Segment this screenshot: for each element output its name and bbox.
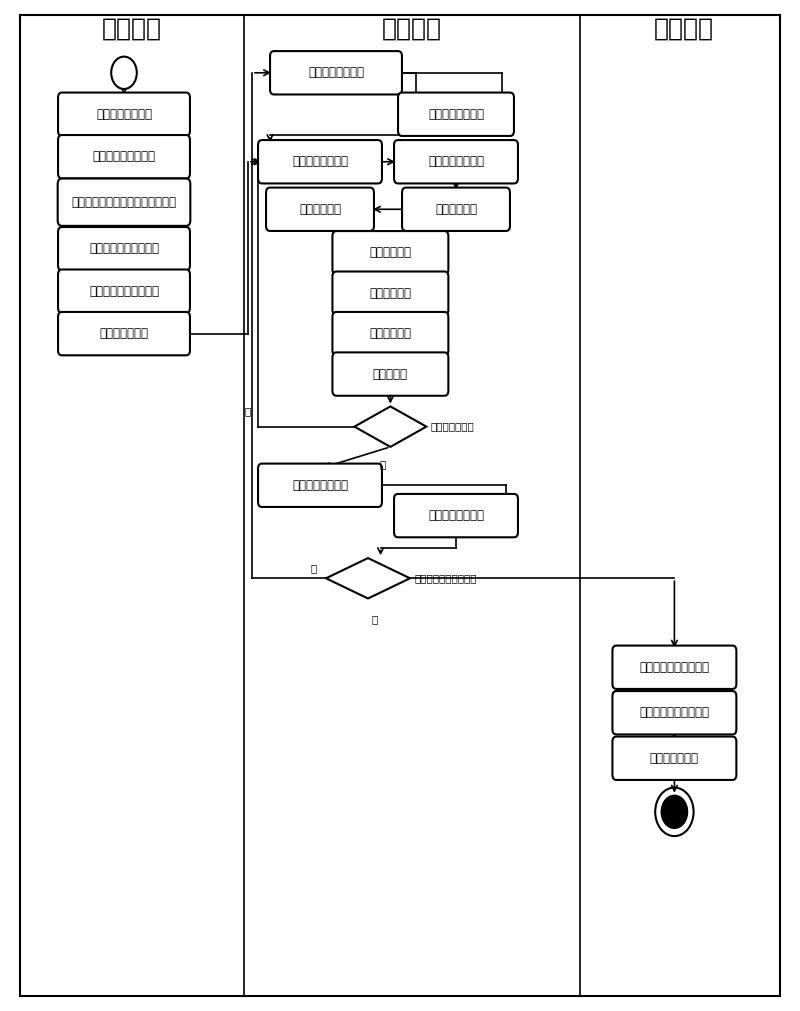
Circle shape <box>662 796 687 828</box>
FancyBboxPatch shape <box>333 232 448 274</box>
Text: 接收进入调试模式命令: 接收进入调试模式命令 <box>89 285 159 297</box>
FancyBboxPatch shape <box>394 494 518 537</box>
Text: 发送进入调试模式命令: 发送进入调试模式命令 <box>89 243 159 255</box>
Text: 调试阶段: 调试阶段 <box>382 16 442 40</box>
Text: 是: 是 <box>379 459 386 469</box>
Text: 集中式查询: 集中式查询 <box>373 368 408 380</box>
Text: 接收调试控制命令: 接收调试控制命令 <box>428 156 484 168</box>
Text: 设置被调试计算机和应用程序信息: 设置被调试计算机和应用程序信息 <box>71 196 177 208</box>
Text: 接收调试结束命令: 接收调试结束命令 <box>428 510 484 522</box>
FancyBboxPatch shape <box>333 272 448 314</box>
FancyBboxPatch shape <box>266 188 374 231</box>
FancyBboxPatch shape <box>613 692 736 734</box>
Text: 接收调试信息: 接收调试信息 <box>299 203 341 215</box>
FancyBboxPatch shape <box>613 737 736 779</box>
Text: 配置调试断点和信息: 配置调试断点和信息 <box>93 151 155 163</box>
Text: 调试信息分类: 调试信息分类 <box>370 328 411 340</box>
Text: 是: 是 <box>311 563 317 573</box>
FancyBboxPatch shape <box>258 464 382 507</box>
FancyBboxPatch shape <box>333 353 448 395</box>
Circle shape <box>111 57 137 89</box>
Text: 结束阶段: 结束阶段 <box>654 16 714 40</box>
Text: 否: 否 <box>245 406 251 417</box>
Text: 转换为正常模式: 转换为正常模式 <box>650 752 699 764</box>
Text: 发送调试控制命令: 发送调试控制命令 <box>292 156 348 168</box>
FancyBboxPatch shape <box>258 141 382 183</box>
Text: 接收调试启动命令: 接收调试启动命令 <box>428 108 484 120</box>
FancyBboxPatch shape <box>402 188 510 231</box>
Text: 否: 否 <box>372 614 378 624</box>
FancyBboxPatch shape <box>398 93 514 135</box>
FancyBboxPatch shape <box>58 270 190 312</box>
Text: 发送调试启动命令: 发送调试启动命令 <box>308 67 364 79</box>
Text: 准备阶段: 准备阶段 <box>102 16 162 40</box>
Polygon shape <box>354 406 426 447</box>
Text: 发送调试信息: 发送调试信息 <box>435 203 477 215</box>
Text: 是否进行下一次调试？: 是否进行下一次调试？ <box>414 573 477 583</box>
FancyBboxPatch shape <box>58 227 190 270</box>
Text: 嵌入调试信息模块: 嵌入调试信息模块 <box>96 108 152 120</box>
FancyBboxPatch shape <box>58 179 190 225</box>
Text: 转换为调试模式: 转换为调试模式 <box>99 328 149 340</box>
FancyBboxPatch shape <box>58 135 190 178</box>
FancyBboxPatch shape <box>333 312 448 355</box>
FancyBboxPatch shape <box>58 312 190 355</box>
FancyBboxPatch shape <box>394 141 518 183</box>
FancyBboxPatch shape <box>270 52 402 94</box>
Text: 接收退出调试模式命令: 接收退出调试模式命令 <box>639 707 710 719</box>
FancyBboxPatch shape <box>58 93 190 135</box>
Text: 本次调试结束？: 本次调试结束？ <box>430 422 474 432</box>
Text: 调试信息排序: 调试信息排序 <box>370 287 411 299</box>
Polygon shape <box>326 558 410 599</box>
FancyBboxPatch shape <box>613 646 736 688</box>
Text: 整合调试信息: 整合调试信息 <box>370 247 411 259</box>
Text: 发送调试结束命令: 发送调试结束命令 <box>292 479 348 491</box>
Text: 发送退出调试模式命令: 发送退出调试模式命令 <box>639 661 710 673</box>
